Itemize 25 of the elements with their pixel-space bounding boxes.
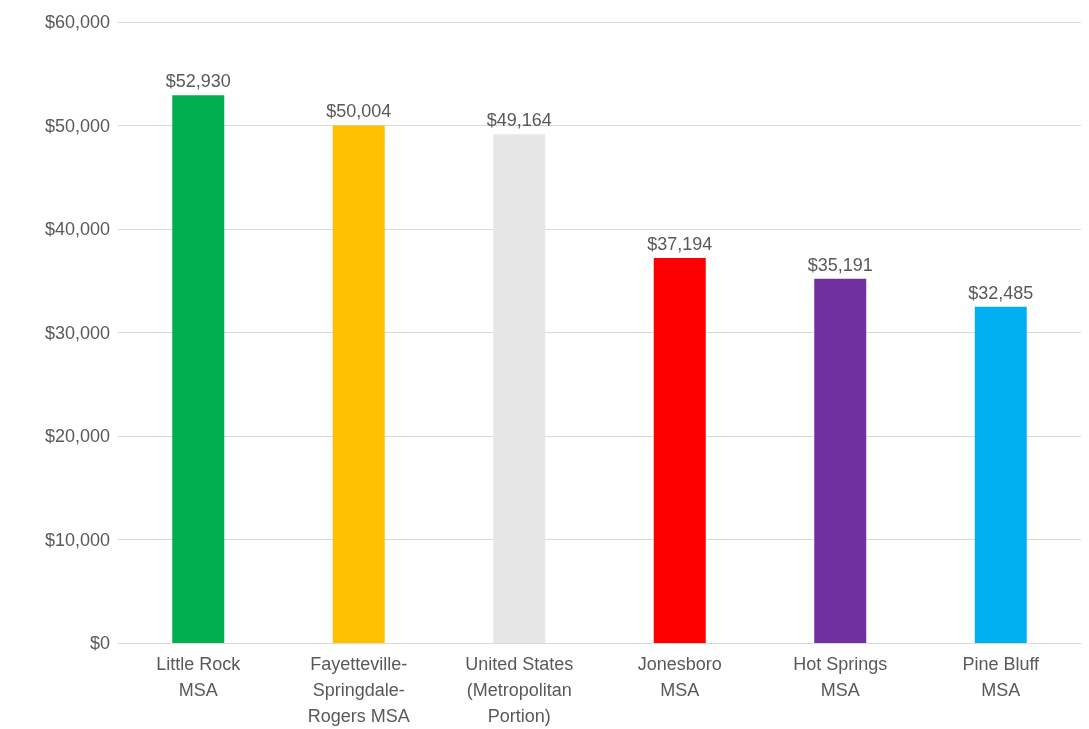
bar (653, 258, 706, 643)
bar (493, 134, 546, 643)
x-tick-label: Jonesboro MSA (637, 654, 722, 700)
bar (172, 95, 225, 643)
x-tick-label: United States (Metropolitan Portion) (465, 654, 574, 726)
data-label: $52,930 (165, 71, 231, 92)
data-label: $35,191 (807, 254, 873, 275)
data-label: $49,164 (486, 110, 552, 131)
x-tick-label: Pine Bluff MSA (962, 654, 1041, 700)
data-label: $37,194 (647, 234, 713, 255)
y-tick-label: $10,000 (44, 529, 110, 550)
y-tick-label: $50,000 (44, 115, 110, 136)
bar (814, 278, 867, 643)
x-tick-label: Fayetteville-Springdale-Rogers MSA (307, 654, 410, 726)
bar (974, 306, 1027, 643)
x-tick-label: Hot Springs MSA (793, 654, 888, 700)
y-tick-label: $30,000 (44, 322, 110, 343)
y-tick-label: $60,000 (44, 12, 110, 32)
data-label: $50,004 (326, 101, 392, 122)
data-label: $32,485 (968, 282, 1034, 303)
y-tick-label: $40,000 (44, 219, 110, 239)
y-tick-label: $0 (89, 633, 110, 653)
bar (332, 125, 385, 643)
x-tick-label: Little Rock MSA (156, 654, 242, 700)
y-tick-label: $20,000 (44, 426, 110, 446)
